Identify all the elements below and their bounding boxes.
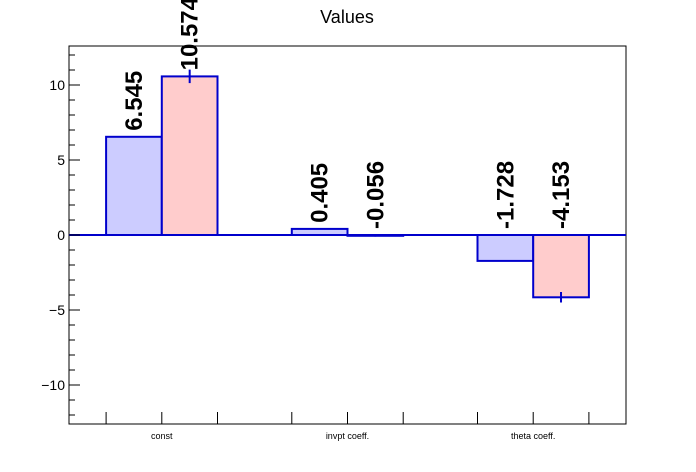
data-label-1-1: 6.545 bbox=[121, 71, 148, 131]
y-axis: −10 −5 0 5 10 bbox=[41, 54, 80, 416]
x-axis: const invpt coeff. theta coeff. bbox=[105, 412, 590, 441]
data-label-2-2: -0.056 bbox=[362, 161, 389, 229]
bar-2-3 bbox=[532, 234, 590, 299]
x-category-label: theta coeff. bbox=[511, 431, 555, 441]
y-tick-label: 5 bbox=[57, 152, 65, 168]
data-label-1-2: 0.405 bbox=[307, 163, 334, 223]
bar-1-3 bbox=[476, 234, 535, 262]
data-labels: 6.545 0.405 -1.728 10.574 -0.056 -4.153 bbox=[121, 0, 575, 229]
chart-title: Values bbox=[320, 7, 374, 27]
data-label-2-3: -4.153 bbox=[548, 161, 575, 229]
y-tick-label: 10 bbox=[49, 77, 65, 93]
data-label-1-3: -1.728 bbox=[492, 161, 519, 229]
data-label-2-1: 10.574 bbox=[177, 0, 204, 70]
y-tick-label: −10 bbox=[41, 377, 65, 393]
bar-2-1 bbox=[160, 75, 219, 237]
y-tick-label: −5 bbox=[49, 302, 65, 318]
y-tick-label: 0 bbox=[57, 227, 65, 243]
x-category-label: const bbox=[151, 431, 173, 441]
bar-1-1 bbox=[105, 135, 163, 236]
x-category-label: invpt coeff. bbox=[326, 431, 369, 441]
